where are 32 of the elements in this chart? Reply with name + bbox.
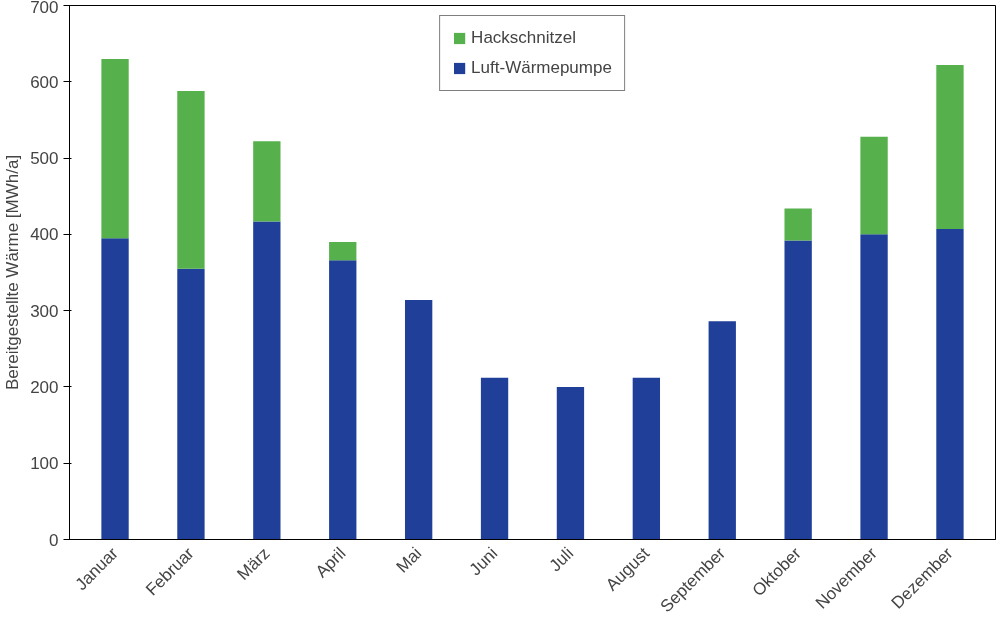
x-tick-label: Mai bbox=[392, 543, 426, 577]
bar bbox=[177, 90, 205, 269]
y-tick-label: 400 bbox=[30, 225, 59, 245]
bar bbox=[101, 238, 129, 540]
y-tick-label: 700 bbox=[30, 0, 59, 17]
bar bbox=[708, 321, 736, 540]
bar bbox=[329, 241, 357, 261]
bar bbox=[177, 268, 205, 540]
bar bbox=[784, 240, 812, 540]
y-tick-label: 0 bbox=[49, 530, 59, 550]
bar bbox=[253, 221, 281, 540]
bar bbox=[101, 58, 129, 239]
bar bbox=[556, 386, 585, 540]
bar bbox=[329, 260, 357, 540]
x-tick-label: Juli bbox=[545, 543, 578, 576]
y-tick-label: 100 bbox=[30, 454, 59, 474]
y-tick-label: 600 bbox=[30, 72, 59, 92]
bar bbox=[253, 141, 281, 222]
bar bbox=[860, 136, 888, 235]
bar bbox=[936, 229, 964, 540]
y-axis-title: Bereitgestellte Wärme [MWh/a] bbox=[3, 154, 23, 391]
bar bbox=[936, 65, 964, 230]
bar bbox=[860, 234, 888, 540]
y-tick-label: 300 bbox=[30, 301, 59, 321]
bar bbox=[784, 208, 812, 241]
y-tick-label: 500 bbox=[30, 149, 59, 169]
bar bbox=[480, 377, 509, 540]
bar bbox=[404, 299, 433, 540]
y-tick-label: 200 bbox=[30, 377, 59, 397]
legend-label: Luft-Wärmepumpe bbox=[471, 58, 612, 78]
bar bbox=[632, 377, 661, 540]
legend-label: Hackschnitzel bbox=[471, 28, 576, 48]
